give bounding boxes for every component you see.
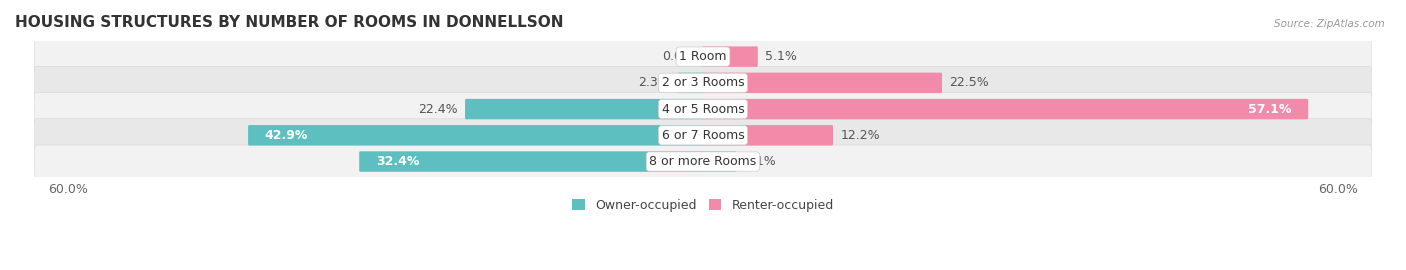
Text: 57.1%: 57.1% — [1249, 103, 1292, 116]
Text: 2.3%: 2.3% — [638, 76, 671, 89]
Text: 8 or more Rooms: 8 or more Rooms — [650, 155, 756, 168]
FancyBboxPatch shape — [359, 151, 704, 172]
Text: 1 Room: 1 Room — [679, 50, 727, 63]
Text: 0.0%: 0.0% — [662, 50, 695, 63]
FancyBboxPatch shape — [35, 119, 1371, 152]
Text: 4 or 5 Rooms: 4 or 5 Rooms — [662, 103, 744, 116]
Text: 5.1%: 5.1% — [765, 50, 797, 63]
Text: 3.1%: 3.1% — [744, 155, 776, 168]
FancyBboxPatch shape — [35, 145, 1371, 178]
Legend: Owner-occupied, Renter-occupied: Owner-occupied, Renter-occupied — [572, 199, 834, 212]
FancyBboxPatch shape — [702, 46, 758, 67]
Text: 22.5%: 22.5% — [949, 76, 990, 89]
FancyBboxPatch shape — [465, 99, 704, 119]
Text: HOUSING STRUCTURES BY NUMBER OF ROOMS IN DONNELLSON: HOUSING STRUCTURES BY NUMBER OF ROOMS IN… — [15, 15, 564, 30]
FancyBboxPatch shape — [702, 125, 832, 146]
Text: 32.4%: 32.4% — [375, 155, 419, 168]
FancyBboxPatch shape — [678, 73, 704, 93]
Text: 12.2%: 12.2% — [841, 129, 880, 142]
FancyBboxPatch shape — [702, 99, 1308, 119]
FancyBboxPatch shape — [702, 151, 737, 172]
FancyBboxPatch shape — [35, 93, 1371, 126]
FancyBboxPatch shape — [247, 125, 704, 146]
FancyBboxPatch shape — [35, 40, 1371, 73]
FancyBboxPatch shape — [702, 73, 942, 93]
Text: 22.4%: 22.4% — [418, 103, 457, 116]
Text: 42.9%: 42.9% — [264, 129, 308, 142]
FancyBboxPatch shape — [35, 66, 1371, 99]
Text: 6 or 7 Rooms: 6 or 7 Rooms — [662, 129, 744, 142]
Text: 2 or 3 Rooms: 2 or 3 Rooms — [662, 76, 744, 89]
Text: Source: ZipAtlas.com: Source: ZipAtlas.com — [1274, 19, 1385, 29]
